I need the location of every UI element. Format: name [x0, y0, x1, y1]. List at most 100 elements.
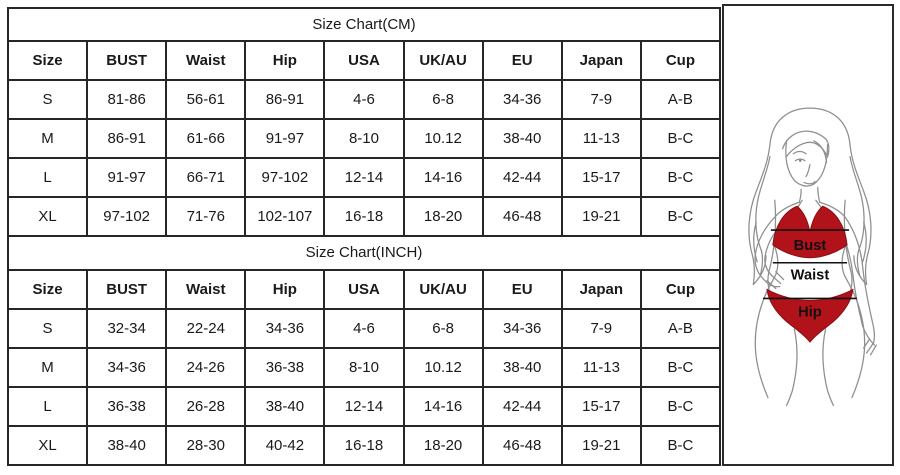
size-label-cell: S — [6, 79, 89, 121]
column-header-hip: Hip — [244, 268, 326, 310]
column-header-row: Size BUST Waist Hip USA UK/AU EU Japan Cup — [6, 268, 722, 310]
hip-label: Hip — [798, 304, 822, 320]
hair-fringe — [781, 130, 830, 158]
size-value-cell: 38-40 — [86, 424, 168, 467]
size-value-cell: 34-36 — [244, 307, 326, 349]
size-value-cell: 97-102 — [244, 157, 326, 199]
shoulder-left — [774, 201, 800, 218]
size-value-cell: 40-42 — [244, 424, 326, 467]
woman-bikini-illustration: Bust Waist Hip — [748, 107, 878, 407]
size-tables-body: Size Chart(CM) Size BUST Waist Hip USA UK/AU EU… — [6, 6, 722, 467]
size-value-cell: 71-76 — [165, 196, 247, 238]
column-header-size: Size — [6, 40, 89, 82]
hair-curl-right — [862, 221, 867, 263]
size-value-cell: 12-14 — [323, 385, 405, 427]
size-value-cell: 38-40 — [244, 385, 326, 427]
neck-left — [798, 188, 802, 203]
torso-right — [841, 246, 855, 295]
size-value-cell: 56-61 — [165, 79, 247, 121]
size-label-cell: L — [6, 385, 89, 427]
size-value-cell: 18-20 — [402, 196, 484, 238]
size-value-cell: 12-14 — [323, 157, 405, 199]
size-value-cell: A-B — [639, 79, 722, 121]
size-value-cell: 24-26 — [165, 346, 247, 388]
size-tables: Size Chart(CM) Size BUST Waist Hip USA UK/AU EU… — [6, 6, 722, 467]
size-value-cell: 11-13 — [560, 118, 642, 160]
size-value-cell: 102-107 — [244, 196, 326, 238]
size-value-cell: B-C — [639, 157, 722, 199]
size-value-cell: 4-6 — [323, 79, 405, 121]
size-value-cell: 42-44 — [481, 385, 563, 427]
table-title-row: Size Chart(CM) — [7, 6, 721, 43]
size-tables-area: Size Chart(CM) Size BUST Waist Hip USA UK/AU EU… — [6, 6, 722, 467]
size-row: XL 97-102 71-76 102-107 16-18 18-20 46-48 19-21… — [6, 196, 722, 238]
hair-outline-right — [809, 107, 872, 286]
bust-label: Bust — [794, 238, 827, 254]
size-value-cell: 34-36 — [86, 346, 168, 388]
size-value-cell: 91-97 — [244, 118, 326, 160]
size-value-cell: 38-40 — [481, 118, 563, 160]
size-value-cell: 28-30 — [165, 424, 247, 467]
finger-3 — [775, 271, 785, 281]
arm-right-outer — [754, 216, 776, 280]
shoulder-right — [819, 201, 846, 218]
size-value-cell: 15-17 — [560, 385, 642, 427]
size-value-cell: 36-38 — [86, 385, 168, 427]
size-row: M 86-91 61-66 91-97 8-10 10.12 38-40 11-13 B-C — [6, 118, 722, 160]
size-value-cell: 6-8 — [402, 307, 484, 349]
size-value-cell: 32-34 — [86, 307, 168, 349]
size-value-cell: 36-38 — [244, 346, 326, 388]
column-header-uk-au: UK/AU — [402, 40, 484, 82]
size-value-cell: 16-18 — [323, 196, 405, 238]
size-value-cell: 34-36 — [481, 79, 563, 121]
size-row: M 34-36 24-26 36-38 8-10 10.12 38-40 11-13 B-C — [6, 346, 722, 388]
torso-left — [765, 246, 779, 295]
column-header-eu: EU — [481, 268, 563, 310]
size-value-cell: 81-86 — [86, 79, 168, 121]
size-value-cell: 91-97 — [86, 157, 168, 199]
size-row: XL 38-40 28-30 40-42 16-18 18-20 46-48 19-21 B-C — [6, 424, 722, 467]
column-header-uk-au: UK/AU — [402, 268, 484, 310]
eyebrow — [792, 150, 807, 155]
hair-outline-left — [748, 107, 811, 286]
size-value-cell: 8-10 — [323, 118, 405, 160]
finger-1 — [766, 279, 777, 290]
size-value-cell: 16-18 — [323, 424, 405, 467]
size-value-cell: 10.12 — [402, 118, 484, 160]
leg-right-inner — [822, 328, 835, 407]
size-value-cell: A-B — [639, 307, 722, 349]
size-value-cell: 4-6 — [323, 307, 405, 349]
mouth — [803, 180, 816, 185]
size-row: S 81-86 56-61 86-91 4-6 6-8 34-36 7-9 A-B — [6, 79, 722, 121]
size-value-cell: 15-17 — [560, 157, 642, 199]
halter-strap-right — [815, 199, 823, 209]
hair-lock — [813, 140, 828, 164]
face-outline — [785, 140, 829, 187]
leg-left-inner — [785, 328, 798, 407]
size-value-cell: 66-71 — [165, 157, 247, 199]
size-value-cell: 38-40 — [481, 346, 563, 388]
bikini-bottom — [766, 288, 854, 343]
size-label-cell: XL — [6, 196, 89, 238]
size-value-cell: 34-36 — [481, 307, 563, 349]
size-value-cell: 22-24 — [165, 307, 247, 349]
size-value-cell: 7-9 — [560, 79, 642, 121]
size-value-cell: 14-16 — [402, 157, 484, 199]
finger-2 — [771, 275, 782, 285]
size-value-cell: 46-48 — [481, 196, 563, 238]
size-label-cell: M — [6, 346, 89, 388]
size-value-cell: 42-44 — [481, 157, 563, 199]
size-chart-title: Size Chart(CM) — [7, 6, 721, 43]
size-value-cell: 19-21 — [560, 196, 642, 238]
size-value-cell: 10.12 — [402, 346, 484, 388]
column-header-japan: Japan — [560, 40, 642, 82]
column-header-waist: Waist — [165, 268, 247, 310]
size-value-cell: B-C — [639, 424, 722, 467]
size-value-cell: 86-91 — [86, 118, 168, 160]
eye — [794, 158, 806, 162]
finger-4 — [865, 342, 875, 354]
size-value-cell: 19-21 — [560, 424, 642, 467]
size-row: S 32-34 22-24 34-36 4-6 6-8 34-36 7-9 A-B — [6, 307, 722, 349]
hand-on-hip — [762, 277, 781, 288]
